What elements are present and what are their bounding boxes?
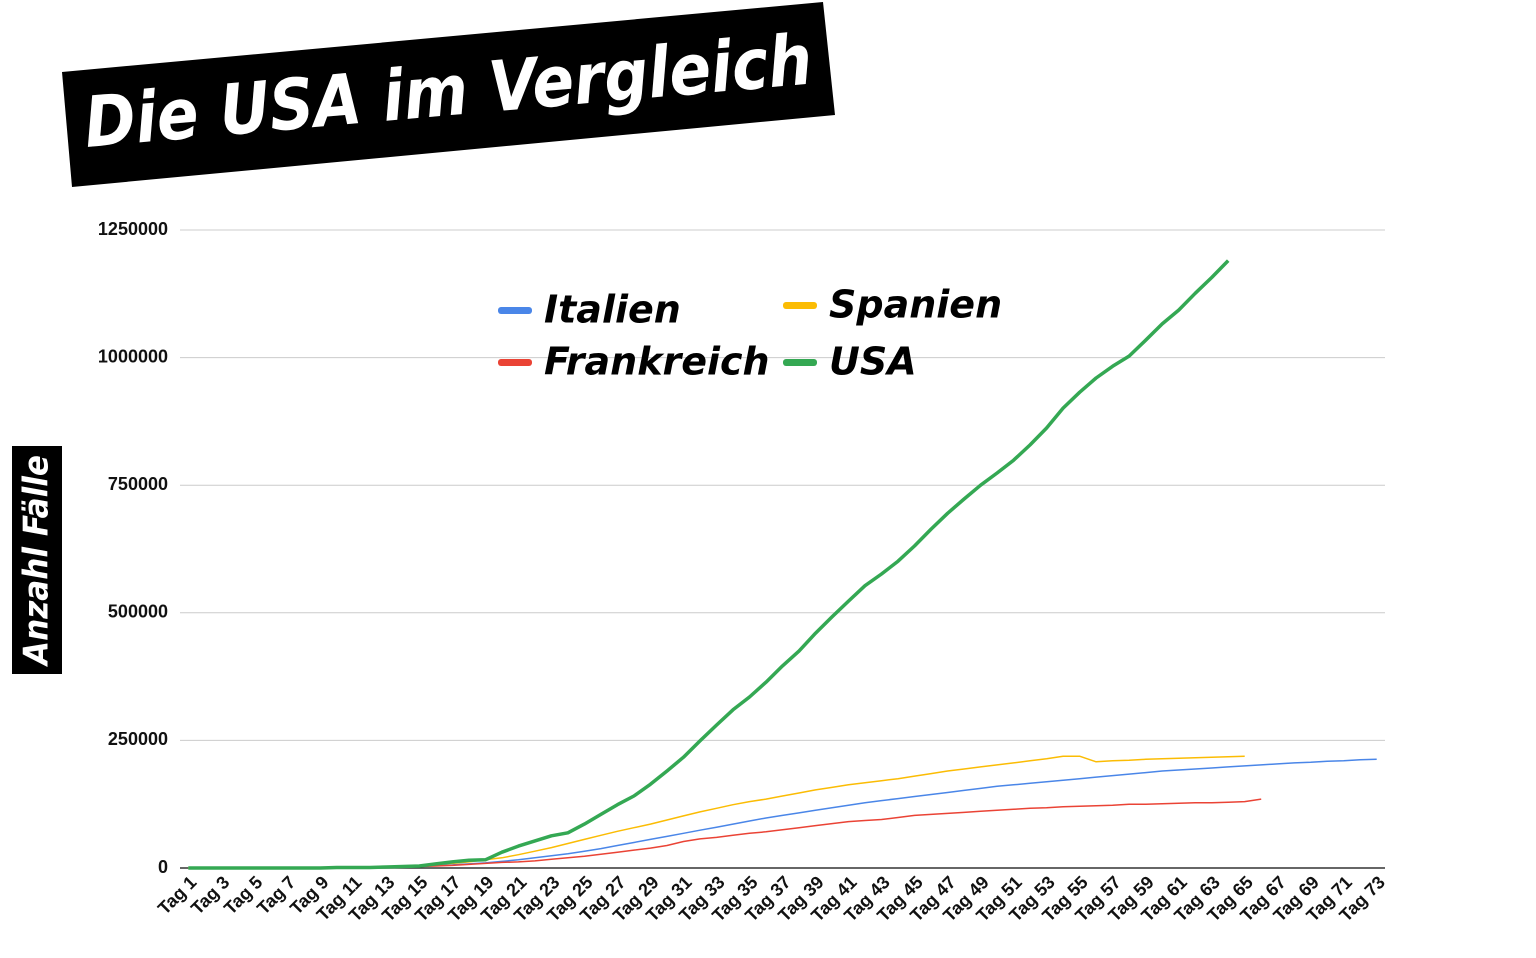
y-tick-label: 250000 <box>108 729 168 749</box>
y-label-box <box>12 446 62 674</box>
y-tick-label: 1250000 <box>98 219 168 239</box>
y-tick-label: 500000 <box>108 602 168 622</box>
legend-swatch <box>498 307 532 314</box>
legend-label: Spanien <box>829 283 1002 327</box>
y-tick-label: 750000 <box>108 474 168 494</box>
y-axis-label: Anzahl Fälle <box>17 455 57 668</box>
legend-label: USA <box>829 340 917 384</box>
legend-label: Frankreich <box>544 340 770 384</box>
legend-swatch <box>783 302 817 309</box>
line <box>188 755 1245 869</box>
title-box <box>62 2 835 187</box>
y-tick-label: 0 <box>158 857 168 877</box>
y-tick-label: 1000000 <box>98 346 168 366</box>
legend-swatch <box>498 359 532 366</box>
line <box>188 798 1262 869</box>
line <box>188 758 1377 869</box>
line <box>188 259 1230 870</box>
legend-swatch <box>783 359 817 366</box>
legend-label: Italien <box>544 288 681 332</box>
